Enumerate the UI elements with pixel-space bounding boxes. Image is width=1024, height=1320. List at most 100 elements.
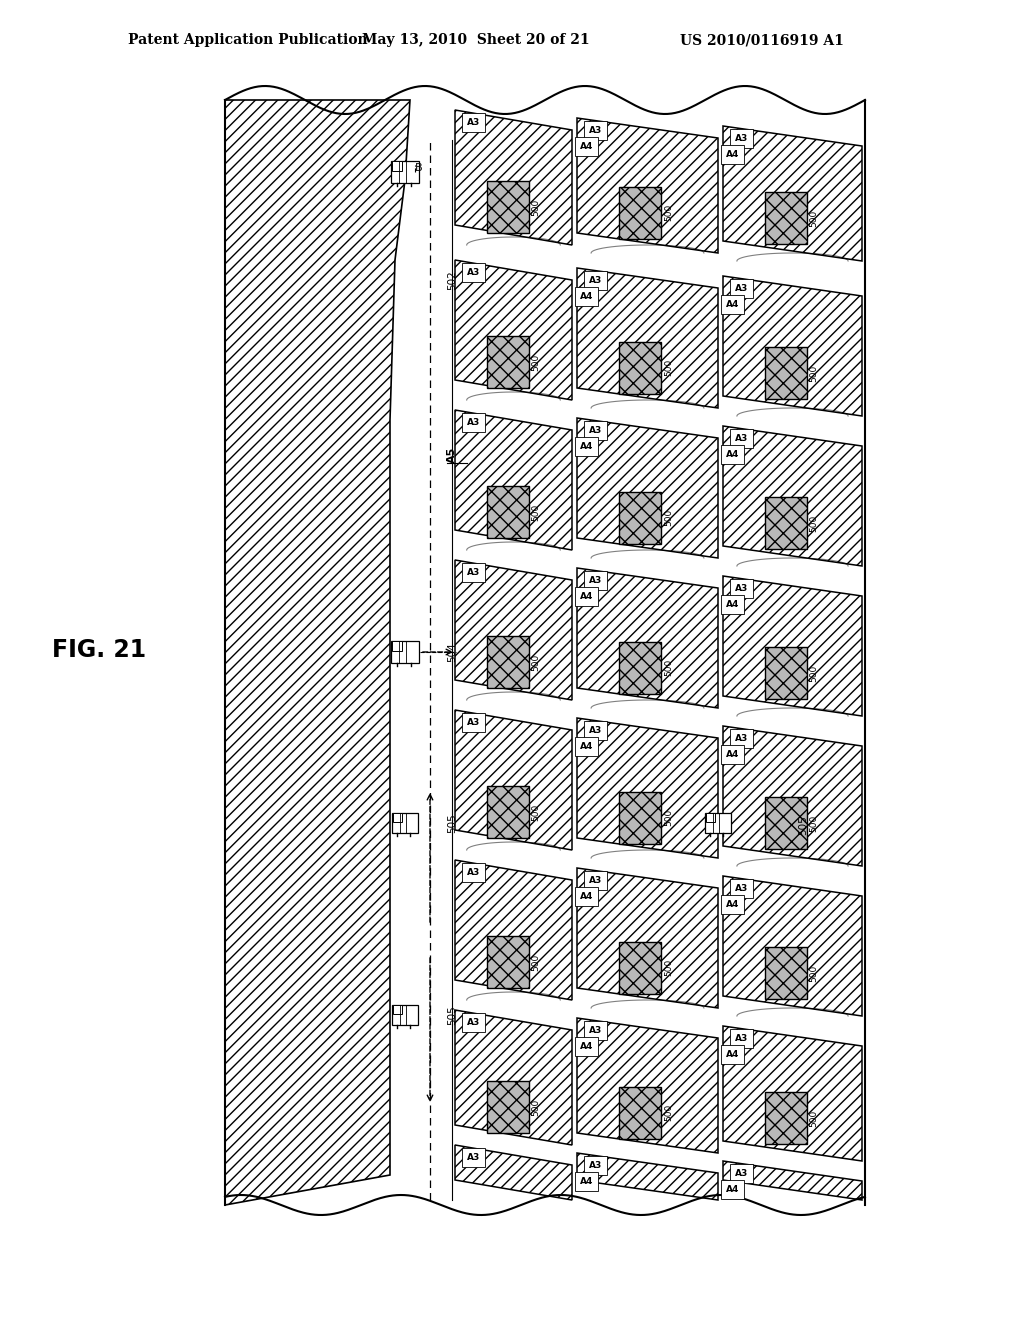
Polygon shape bbox=[723, 276, 862, 416]
Text: A3: A3 bbox=[589, 1026, 602, 1035]
Text: A3: A3 bbox=[735, 434, 749, 444]
Text: 505: 505 bbox=[798, 816, 808, 834]
Text: 505: 505 bbox=[447, 1005, 457, 1024]
Polygon shape bbox=[577, 268, 718, 408]
Text: A4: A4 bbox=[580, 1177, 593, 1185]
Polygon shape bbox=[455, 710, 572, 850]
Polygon shape bbox=[723, 426, 862, 566]
Text: A3: A3 bbox=[735, 284, 749, 293]
Text: A3: A3 bbox=[735, 1170, 749, 1177]
Bar bbox=[620, 792, 662, 843]
Polygon shape bbox=[455, 861, 572, 1001]
Bar bbox=[392, 642, 401, 651]
Bar bbox=[765, 193, 807, 244]
Text: A3: A3 bbox=[589, 876, 602, 884]
Bar bbox=[486, 936, 528, 987]
Polygon shape bbox=[723, 1162, 862, 1200]
Text: A4: A4 bbox=[580, 892, 593, 902]
Text: A4: A4 bbox=[726, 1185, 739, 1195]
Bar bbox=[392, 161, 401, 170]
Bar bbox=[765, 498, 807, 549]
Text: A3: A3 bbox=[735, 583, 749, 593]
Text: 500: 500 bbox=[810, 664, 818, 682]
Polygon shape bbox=[723, 1026, 862, 1162]
Polygon shape bbox=[455, 1010, 572, 1144]
Bar bbox=[486, 1081, 528, 1133]
Text: 500: 500 bbox=[531, 354, 541, 371]
Bar bbox=[486, 785, 528, 838]
Polygon shape bbox=[455, 560, 572, 700]
Text: A3: A3 bbox=[467, 117, 480, 127]
Text: 500: 500 bbox=[665, 809, 674, 826]
Polygon shape bbox=[455, 260, 572, 400]
Bar bbox=[620, 941, 662, 994]
Bar bbox=[620, 342, 662, 393]
Text: A4: A4 bbox=[580, 1041, 593, 1051]
Text: A3: A3 bbox=[589, 426, 602, 436]
Text: 500: 500 bbox=[531, 804, 541, 821]
Bar bbox=[765, 797, 807, 849]
Text: A3: A3 bbox=[735, 884, 749, 894]
Text: A3: A3 bbox=[467, 1018, 480, 1027]
Text: A3: A3 bbox=[735, 1034, 749, 1043]
Text: 500: 500 bbox=[531, 198, 541, 215]
Bar bbox=[620, 186, 662, 239]
Text: A3: A3 bbox=[467, 268, 480, 277]
Text: 500: 500 bbox=[810, 364, 818, 381]
Polygon shape bbox=[577, 418, 718, 558]
Polygon shape bbox=[577, 718, 718, 858]
Text: A3: A3 bbox=[589, 276, 602, 285]
Text: A3: A3 bbox=[589, 576, 602, 585]
Polygon shape bbox=[455, 110, 572, 246]
Text: A3: A3 bbox=[589, 125, 602, 135]
Text: 505: 505 bbox=[447, 813, 457, 833]
Text: A3: A3 bbox=[735, 135, 749, 143]
Text: A3: A3 bbox=[589, 726, 602, 735]
Text: 500: 500 bbox=[531, 953, 541, 970]
Text: 500: 500 bbox=[810, 515, 818, 532]
Polygon shape bbox=[577, 1152, 718, 1200]
Text: 500: 500 bbox=[665, 359, 674, 376]
Text: 500: 500 bbox=[810, 1110, 818, 1127]
Bar bbox=[486, 181, 528, 234]
Text: A3: A3 bbox=[467, 869, 480, 876]
Text: A3: A3 bbox=[735, 734, 749, 743]
Polygon shape bbox=[455, 1144, 572, 1200]
Text: A4: A4 bbox=[580, 742, 593, 751]
Bar bbox=[765, 647, 807, 700]
Text: A4: A4 bbox=[726, 450, 739, 459]
Text: A3: A3 bbox=[467, 718, 480, 727]
Text: A3: A3 bbox=[467, 1152, 480, 1162]
Text: A3: A3 bbox=[467, 568, 480, 577]
Text: FIG. 21: FIG. 21 bbox=[52, 638, 146, 663]
Text: A4: A4 bbox=[726, 150, 739, 158]
Polygon shape bbox=[577, 1018, 718, 1152]
Bar bbox=[393, 1005, 402, 1014]
Text: 500: 500 bbox=[531, 503, 541, 520]
Text: A4: A4 bbox=[726, 750, 739, 759]
Polygon shape bbox=[577, 568, 718, 708]
Text: 500: 500 bbox=[665, 205, 674, 222]
Text: 500: 500 bbox=[665, 510, 674, 527]
Polygon shape bbox=[723, 876, 862, 1016]
Text: A4: A4 bbox=[726, 1049, 739, 1059]
Bar bbox=[392, 1005, 418, 1024]
Bar bbox=[486, 636, 528, 688]
Text: A4: A4 bbox=[726, 601, 739, 609]
Text: A4: A4 bbox=[580, 442, 593, 451]
Text: B: B bbox=[415, 162, 423, 173]
Polygon shape bbox=[577, 117, 718, 253]
Polygon shape bbox=[723, 726, 862, 866]
Bar bbox=[765, 1092, 807, 1144]
Bar bbox=[765, 948, 807, 999]
Text: A4: A4 bbox=[726, 900, 739, 909]
Text: A4: A4 bbox=[580, 591, 593, 601]
Text: A3: A3 bbox=[467, 418, 480, 426]
Text: 502: 502 bbox=[447, 271, 457, 290]
Text: A4: A4 bbox=[580, 143, 593, 150]
Bar bbox=[393, 813, 402, 822]
Polygon shape bbox=[455, 411, 572, 550]
Text: A4: A4 bbox=[580, 292, 593, 301]
Text: 500: 500 bbox=[810, 965, 818, 982]
Text: 500: 500 bbox=[531, 1098, 541, 1115]
